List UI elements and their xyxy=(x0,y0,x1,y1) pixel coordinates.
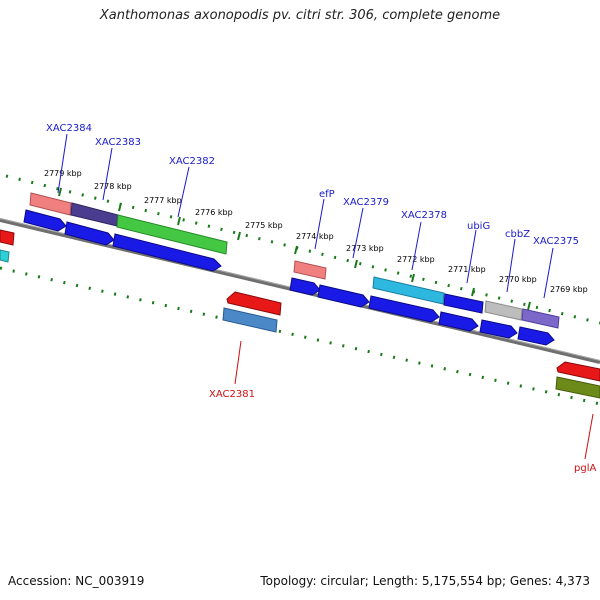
kbp-label: 2779 kbp xyxy=(44,169,82,178)
gene-label: efP xyxy=(319,189,335,200)
feature-blocks-plus xyxy=(29,192,560,329)
major-tick xyxy=(294,245,298,255)
leader-line xyxy=(543,247,554,299)
outer-tick-track xyxy=(5,174,600,325)
gene-label: XAC2379 xyxy=(343,197,389,208)
gene-arrow-minus xyxy=(226,291,282,316)
gene-arrow-plus xyxy=(317,284,370,308)
gene-arrow-minus xyxy=(556,361,600,382)
gene-arrow-plus xyxy=(289,277,321,296)
gene-label: XAC2383 xyxy=(95,137,141,148)
kbp-label: 2772 kbp xyxy=(397,255,435,264)
kbp-label: 2773 kbp xyxy=(346,244,384,253)
leader-line xyxy=(102,147,113,201)
gene-label: pglA xyxy=(574,463,596,474)
major-tick xyxy=(118,202,122,212)
feature-block-minus xyxy=(0,249,10,263)
kbp-label: 2769 kbp xyxy=(550,285,588,294)
gene-arrow-plus xyxy=(112,233,222,272)
gene-label: XAC2378 xyxy=(401,210,447,221)
gene-label: ubiG xyxy=(467,221,490,232)
gene-arrow-plus xyxy=(438,311,479,332)
major-tick xyxy=(527,301,531,311)
major-tick xyxy=(177,216,181,226)
feature-block xyxy=(29,192,72,216)
kbp-label: 2774 kbp xyxy=(296,232,334,241)
gene-label: cbbZ xyxy=(505,229,530,240)
kbp-label: 2778 kbp xyxy=(94,182,132,191)
feature-block-minus xyxy=(222,307,278,333)
major-ticks xyxy=(58,187,531,311)
gene-arrow-plus xyxy=(64,221,115,246)
leader-line xyxy=(584,413,594,460)
gene-arrow-plus xyxy=(368,295,440,323)
feature-block xyxy=(70,202,119,227)
leader-line xyxy=(234,340,242,385)
kbp-label: 2775 kbp xyxy=(245,221,283,230)
feature-block-minus xyxy=(555,376,600,399)
gene-label: XAC2382 xyxy=(169,156,215,167)
feature-block xyxy=(116,214,228,255)
leader-line xyxy=(411,221,422,271)
gene-arrows-minus xyxy=(0,229,600,399)
leader-line xyxy=(352,207,364,259)
feature-block xyxy=(293,260,327,280)
major-tick xyxy=(411,273,415,283)
gene-arrows-plus xyxy=(23,209,555,346)
leader-line xyxy=(314,198,325,250)
gene-arrow-plus xyxy=(443,293,484,314)
gene-arrow-plus xyxy=(479,319,518,339)
gene-label: XAC2375 xyxy=(533,236,579,247)
gene-arrow-plus xyxy=(517,326,555,346)
gene-arrow-plus xyxy=(23,209,67,232)
gene-arrow-minus xyxy=(0,229,15,246)
leader-line xyxy=(57,133,68,194)
major-tick xyxy=(354,259,358,269)
feature-block xyxy=(521,308,560,329)
kbp-label: 2770 kbp xyxy=(499,275,537,284)
kbp-label: 2771 kbp xyxy=(448,265,486,274)
map-title: Xanthomonas axonopodis pv. citri str. 30… xyxy=(99,8,501,23)
major-tick xyxy=(237,231,241,241)
feature-block xyxy=(372,276,445,305)
gene-label: XAC2381 xyxy=(209,389,255,400)
leader-line xyxy=(506,238,516,293)
label-leaders xyxy=(57,133,594,460)
feature-block xyxy=(484,300,523,321)
major-tick xyxy=(58,187,62,197)
accession-text: Accession: NC_003919 xyxy=(8,574,145,588)
topology-text: Topology: circular; Length: 5,175,554 bp… xyxy=(260,574,590,588)
kbp-label: 2776 kbp xyxy=(195,208,233,217)
major-tick xyxy=(471,287,475,297)
kbp-label: 2777 kbp xyxy=(144,196,182,205)
leader-line xyxy=(177,166,190,218)
gene-label: XAC2384 xyxy=(46,123,92,134)
leader-line xyxy=(466,229,477,284)
